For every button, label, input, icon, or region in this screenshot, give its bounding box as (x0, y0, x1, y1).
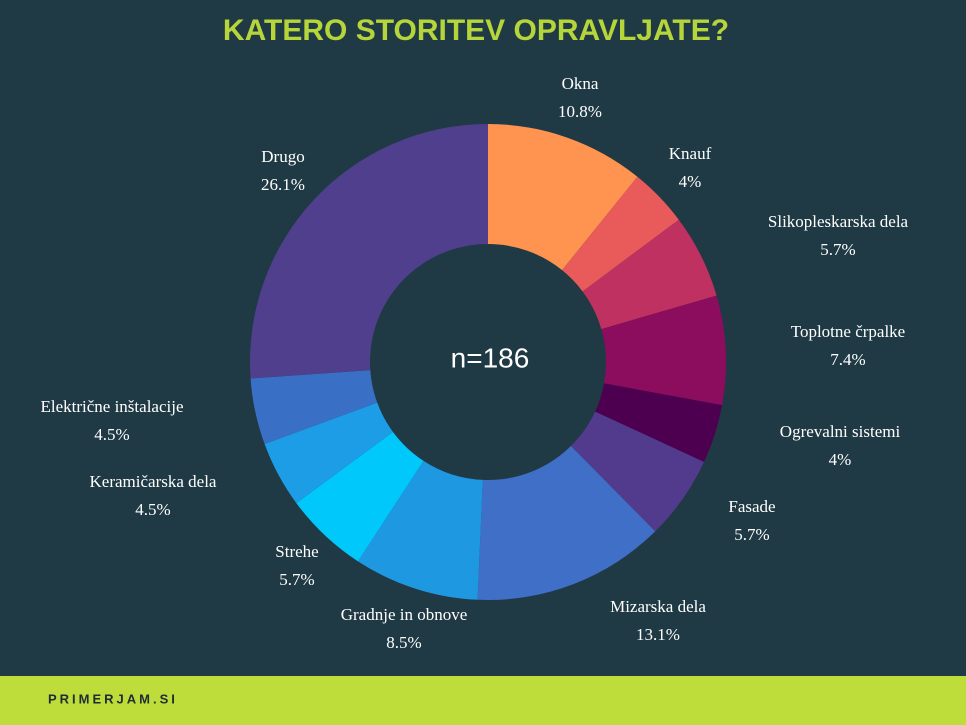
value-label: 4% (679, 172, 702, 191)
slice (250, 124, 488, 379)
slice-label: Strehe (275, 542, 318, 561)
slice-label: Keramičarska dela (90, 472, 217, 491)
slice (296, 431, 424, 562)
slice-label: Slikopleskarska dela (768, 212, 909, 231)
slice (488, 124, 638, 271)
value-label: 7.4% (830, 350, 865, 369)
slice-label: Drugo (261, 147, 304, 166)
slice-label: Knauf (669, 144, 712, 163)
footer-text: PRIMERJAM.SI (48, 691, 178, 706)
slice (601, 295, 726, 406)
value-label: 10.8% (558, 102, 602, 121)
value-label: 8.5% (386, 633, 421, 652)
value-label: 13.1% (636, 625, 680, 644)
value-label: 26.1% (261, 175, 305, 194)
slice-label: Mizarska dela (610, 597, 706, 616)
slice (562, 176, 679, 292)
value-label: 4.5% (94, 425, 129, 444)
chart-title: KATERO STORITEV OPRAVLJATE? (223, 14, 729, 47)
slice (264, 402, 393, 504)
slice-label: Gradnje in obnove (341, 605, 468, 624)
slice (477, 445, 656, 600)
center-label: n=186 (451, 342, 530, 373)
value-label: 5.7% (820, 240, 855, 259)
value-label: 4% (829, 450, 852, 469)
slice-label: Električne inštalacije (40, 397, 183, 416)
slice (595, 383, 723, 462)
slice (582, 219, 717, 330)
slice (357, 460, 483, 600)
slice-label: Okna (562, 74, 599, 93)
donut (250, 124, 726, 600)
slice-label: Toplotne črpalke (791, 322, 905, 341)
slice-label: Fasade (728, 497, 775, 516)
value-label: 5.7% (279, 570, 314, 589)
slice (570, 411, 704, 532)
slice-label: Ogrevalni sistemi (780, 422, 901, 441)
slice (250, 370, 378, 445)
value-label: 4.5% (135, 500, 170, 519)
value-label: 5.7% (734, 525, 769, 544)
footer-band (0, 676, 966, 725)
